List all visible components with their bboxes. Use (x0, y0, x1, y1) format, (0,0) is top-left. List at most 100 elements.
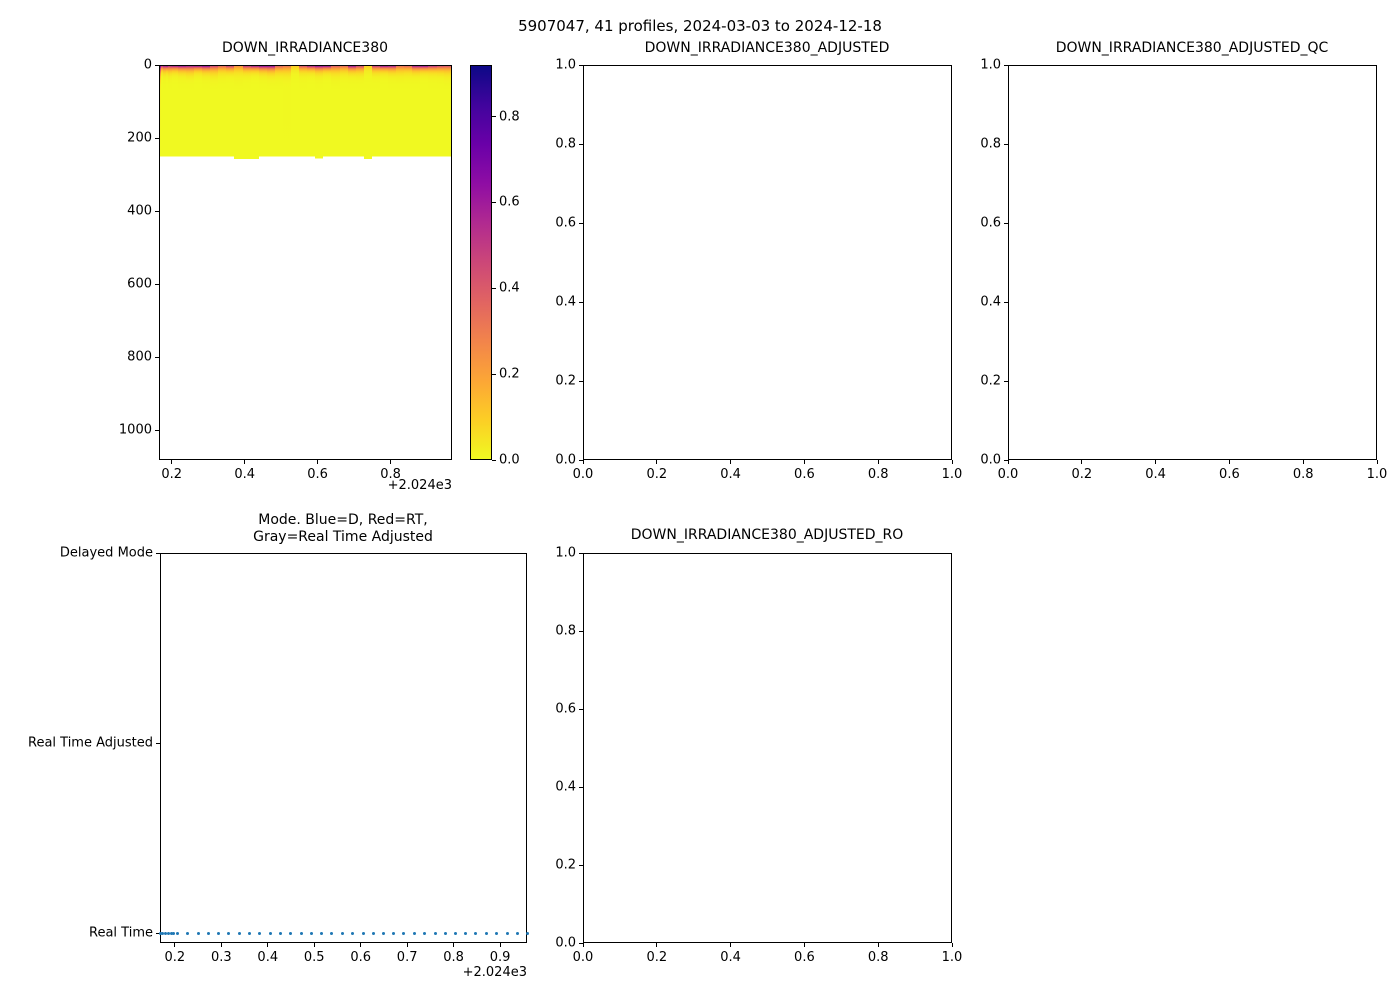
profile-dot (217, 931, 221, 935)
x-tick-label: 0.6 (307, 467, 328, 482)
x-tick-label: 0.3 (210, 950, 232, 965)
x-tick-mark (877, 943, 879, 947)
x-tick-label: 1.0 (941, 950, 963, 965)
y-tick-label: 0.6 (555, 215, 576, 231)
heatmap-profile-column (331, 65, 341, 460)
y-tick-mark (155, 64, 159, 66)
heatmap-profile-column (282, 65, 292, 460)
profile-dot (515, 931, 519, 935)
x-tick-mark (1228, 460, 1230, 464)
x-tick-mark (1155, 460, 1157, 464)
x-tick-label: 1.0 (941, 467, 963, 482)
x-tick-label: 0.9 (489, 950, 511, 965)
y-tick-label: 0.6 (980, 215, 1001, 231)
heatmap-profile-column (177, 65, 187, 460)
profile-dot (443, 931, 447, 935)
y-tick-mark (155, 283, 159, 285)
y-tick-label: 0 (143, 57, 152, 73)
profile-dot (164, 931, 168, 935)
y-tick-label: 0.2 (555, 857, 576, 873)
y-tick-label: 0.8 (555, 136, 576, 152)
subplot-title-adjusted-qc: DOWN_IRRADIANCE380_ADJUSTED_QC (1055, 40, 1329, 56)
profile-dot (237, 931, 241, 935)
y-tick-label: 400 (127, 203, 152, 219)
y-tick-label: 0.0 (555, 452, 576, 468)
y-tick-mark (1004, 222, 1008, 224)
profile-dot (381, 931, 385, 935)
profile-dot (371, 931, 375, 935)
y-tick-label: 0.0 (555, 935, 576, 951)
profile-dot (392, 931, 396, 935)
profile-dot (258, 931, 262, 935)
x-axis-offset-top: +2.024e3 (387, 478, 452, 493)
heatmap-profile-column (355, 65, 365, 460)
figure-title: 5907047, 41 profiles, 2024-03-03 to 2024… (518, 17, 882, 35)
x-tick-label: 0.8 (867, 467, 889, 482)
y-tick-label: 0.2 (980, 373, 1001, 389)
profile-dot (309, 931, 313, 935)
profile-dot (505, 931, 509, 935)
y-tick-mark (155, 137, 159, 139)
x-tick-label: 1.0 (1366, 467, 1388, 482)
y-tick-label: 0.8 (980, 136, 1001, 152)
y-tick-mark (579, 143, 583, 145)
colorbar-tick-label: 0.0 (499, 452, 520, 468)
x-tick-label: 0.0 (997, 467, 1019, 482)
x-tick-label: 0.4 (234, 467, 256, 482)
y-tick-label: 0.4 (555, 779, 576, 795)
x-tick-mark (1081, 460, 1083, 464)
x-tick-label: 0.6 (794, 950, 815, 965)
y-tick-mark (1004, 143, 1008, 145)
colorbar-tick-mark (492, 201, 496, 203)
heatmap-profile-column (172, 65, 179, 460)
y-tick-mark (579, 942, 583, 944)
profile-dot (227, 931, 231, 935)
x-tick-mark (656, 943, 658, 947)
colorbar-tick-label: 0.8 (499, 109, 520, 125)
y-tick-mark (156, 932, 160, 934)
x-tick-label: 0.6 (350, 950, 372, 965)
axes-adjusted (583, 65, 952, 460)
y-tick-label: 800 (127, 349, 152, 365)
x-tick-label: 0.2 (164, 950, 186, 965)
x-tick-label: 0.0 (572, 467, 594, 482)
y-tick-mark (579, 301, 583, 303)
x-tick-mark (390, 460, 392, 464)
profile-dot (278, 931, 282, 935)
heatmap-profile-column (420, 65, 430, 460)
y-tick-mark (579, 864, 583, 866)
heatmap-profile-column (258, 65, 268, 460)
profile-dot (474, 931, 478, 935)
heatmap-profile-column (396, 65, 405, 460)
x-tick-label: 0.2 (646, 467, 668, 482)
heatmap-profile-column (185, 65, 195, 460)
y-tick-label: 1.0 (555, 545, 576, 561)
x-tick-label: 0.8 (867, 950, 889, 965)
y-tick-label: 0.6 (555, 701, 576, 717)
profile-dot (172, 931, 176, 935)
x-tick-label: 0.2 (161, 467, 183, 482)
x-axis-offset-bottom: +2.024e3 (462, 965, 527, 980)
y-tick-mark (579, 459, 583, 461)
x-tick-mark (656, 460, 658, 464)
subplot-title-adjusted: DOWN_IRRADIANCE380_ADJUSTED (644, 40, 890, 56)
profile-dot (464, 931, 468, 935)
colorbar-tick-mark (492, 373, 496, 375)
y-tick-mark (155, 210, 159, 212)
x-tick-label: 0.0 (572, 950, 594, 965)
x-tick-mark (582, 943, 584, 947)
profile-dot (169, 931, 173, 935)
profile-dot (196, 931, 200, 935)
x-tick-mark (171, 460, 173, 464)
y-tick-label: 200 (127, 130, 152, 146)
heatmap-profile-column (428, 65, 438, 460)
profile-dot (289, 931, 293, 935)
heatmap-profile-column (210, 65, 219, 460)
y-tick-mark (579, 222, 583, 224)
axes-adjusted-ro (583, 553, 952, 943)
heatmap-profile-column (226, 65, 236, 460)
y-tick-label: 0.4 (980, 294, 1001, 310)
y-tick-label: Real Time Adjusted (28, 735, 153, 751)
colorbar-tick-mark (492, 287, 496, 289)
